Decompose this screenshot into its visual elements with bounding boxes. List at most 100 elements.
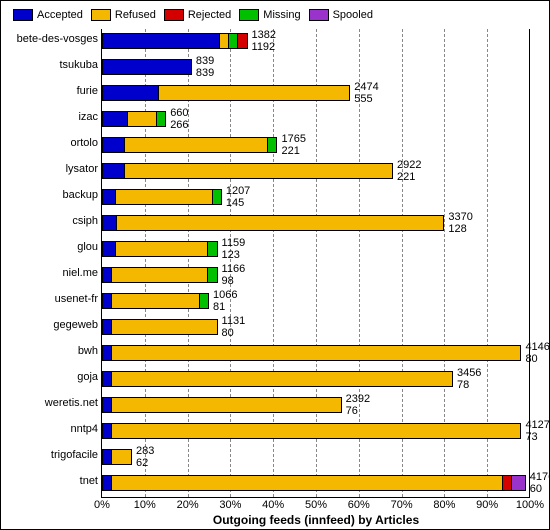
bar-segment bbox=[200, 294, 208, 308]
value-bottom: 81 bbox=[213, 301, 225, 313]
bar-segment bbox=[103, 216, 117, 230]
legend-swatch bbox=[13, 9, 33, 21]
bar-segment bbox=[116, 242, 208, 256]
value-top: 2922 bbox=[397, 159, 421, 171]
bar bbox=[102, 345, 521, 361]
legend-label: Refused bbox=[115, 9, 156, 21]
bar-row: furie2474555 bbox=[102, 81, 530, 107]
bar-segment bbox=[112, 398, 340, 412]
legend-item: Spooled bbox=[309, 9, 373, 21]
legend-swatch bbox=[239, 9, 259, 21]
bar-segment bbox=[112, 450, 131, 464]
bar-segment bbox=[103, 476, 112, 490]
bar-segment bbox=[213, 190, 221, 204]
legend: Accepted Refused Rejected Missing Spooled bbox=[1, 5, 549, 25]
legend-label: Spooled bbox=[333, 9, 373, 21]
row-label: bwh bbox=[4, 345, 98, 357]
bar-row: ortolo1765221 bbox=[102, 133, 530, 159]
value-top: 4127 bbox=[525, 419, 549, 431]
bar-segment bbox=[103, 320, 112, 334]
x-tick-label: 10% bbox=[125, 499, 165, 511]
x-tick-label: 40% bbox=[253, 499, 293, 511]
bar-segment bbox=[112, 294, 200, 308]
value-bottom: 266 bbox=[170, 119, 188, 131]
bar-row: tnet417660 bbox=[102, 471, 530, 497]
bar-segment bbox=[103, 242, 116, 256]
bar-segment bbox=[268, 138, 276, 152]
legend-item: Refused bbox=[91, 9, 156, 21]
bar-segment bbox=[128, 112, 157, 126]
bar-segment bbox=[103, 112, 128, 126]
legend-label: Missing bbox=[263, 9, 300, 21]
bar-segment bbox=[103, 138, 125, 152]
bar-segment bbox=[103, 60, 191, 74]
value-bottom: 145 bbox=[226, 197, 244, 209]
value-bottom: 98 bbox=[222, 275, 234, 287]
value-top: 3370 bbox=[448, 211, 472, 223]
legend-item: Accepted bbox=[13, 9, 83, 21]
row-label: glou bbox=[4, 241, 98, 253]
bar bbox=[102, 189, 222, 205]
plot-area: 0%10%20%30%40%50%60%70%80%90%100%Outgoin… bbox=[101, 29, 530, 498]
bar-segment bbox=[103, 294, 112, 308]
x-tick-label: 90% bbox=[467, 499, 507, 511]
bar-row: lysator2922221 bbox=[102, 159, 530, 185]
bar-segment bbox=[103, 190, 116, 204]
bar bbox=[102, 449, 132, 465]
bar-segment bbox=[112, 424, 520, 438]
bar-segment bbox=[208, 242, 216, 256]
row-label: weretis.net bbox=[4, 397, 98, 409]
bar-row: izac660266 bbox=[102, 107, 530, 133]
bar bbox=[102, 241, 218, 257]
bar-segment bbox=[116, 190, 212, 204]
value-bottom: 221 bbox=[281, 145, 299, 157]
value-top: 283 bbox=[136, 445, 154, 457]
x-tick-label: 30% bbox=[210, 499, 250, 511]
bar bbox=[102, 111, 166, 127]
value-bottom: 1192 bbox=[252, 41, 276, 53]
bar-segment bbox=[103, 164, 125, 178]
row-label: tnet bbox=[4, 475, 98, 487]
bar-row: tsukuba839839 bbox=[102, 55, 530, 81]
bar-row: glou1159123 bbox=[102, 237, 530, 263]
bar-segment bbox=[125, 164, 392, 178]
bar bbox=[102, 85, 350, 101]
bar-row: backup1207145 bbox=[102, 185, 530, 211]
x-tick-label: 80% bbox=[424, 499, 464, 511]
bar-segment bbox=[103, 372, 112, 386]
value-bottom: 128 bbox=[448, 223, 466, 235]
value-top: 839 bbox=[196, 55, 214, 67]
value-bottom: 76 bbox=[346, 405, 358, 417]
bar bbox=[102, 319, 218, 335]
bar bbox=[102, 163, 393, 179]
bar bbox=[102, 137, 277, 153]
row-label: ortolo bbox=[4, 137, 98, 149]
row-label: goja bbox=[4, 371, 98, 383]
row-label: lysator bbox=[4, 163, 98, 175]
bar-row: weretis.net239276 bbox=[102, 393, 530, 419]
bar-segment bbox=[103, 424, 112, 438]
value-top: 4176 bbox=[530, 471, 550, 483]
value-top: 4146 bbox=[525, 341, 549, 353]
legend-label: Accepted bbox=[37, 9, 83, 21]
legend-item: Rejected bbox=[164, 9, 231, 21]
x-tick-label: 70% bbox=[382, 499, 422, 511]
x-tick-label: 50% bbox=[296, 499, 336, 511]
bar bbox=[102, 267, 218, 283]
bar-segment bbox=[112, 372, 451, 386]
bar-segment bbox=[103, 268, 112, 282]
bar-row: niel.me116698 bbox=[102, 263, 530, 289]
value-bottom: 839 bbox=[196, 67, 214, 79]
bar bbox=[102, 215, 444, 231]
bar-segment bbox=[112, 476, 502, 490]
value-bottom: 123 bbox=[222, 249, 240, 261]
bar-segment bbox=[512, 476, 525, 490]
value-top: 1159 bbox=[222, 237, 246, 249]
bar-segment bbox=[208, 268, 216, 282]
bar-segment bbox=[103, 34, 220, 48]
row-label: tsukuba bbox=[4, 59, 98, 71]
value-top: 1207 bbox=[226, 185, 250, 197]
legend-item: Missing bbox=[239, 9, 300, 21]
value-bottom: 555 bbox=[354, 93, 372, 105]
row-label: izac bbox=[4, 111, 98, 123]
